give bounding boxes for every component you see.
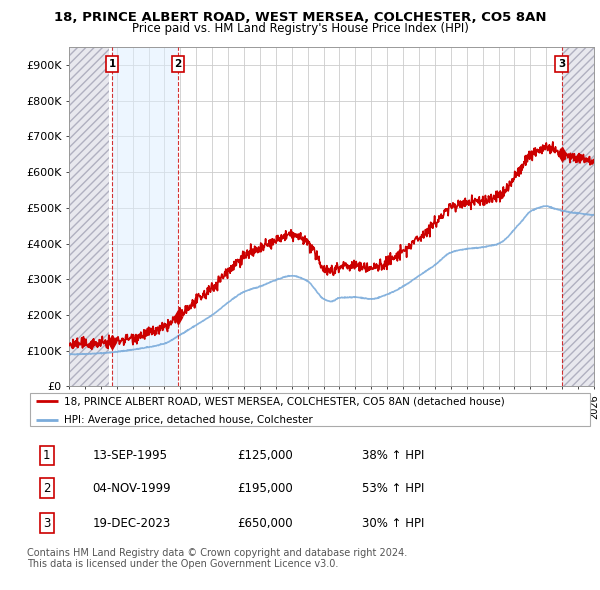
Bar (69, 47, 109, 386)
FancyBboxPatch shape (30, 393, 590, 426)
Text: 19-DEC-2023: 19-DEC-2023 (92, 517, 170, 530)
Text: Contains HM Land Registry data © Crown copyright and database right 2024.
This d: Contains HM Land Registry data © Crown c… (27, 548, 407, 569)
Text: 38% ↑ HPI: 38% ↑ HPI (362, 449, 424, 462)
Text: 18, PRINCE ALBERT ROAD, WEST MERSEA, COLCHESTER, CO5 8AN: 18, PRINCE ALBERT ROAD, WEST MERSEA, COL… (54, 11, 546, 24)
Bar (562, 47, 594, 386)
Text: 30% ↑ HPI: 30% ↑ HPI (362, 517, 424, 530)
Bar (69, 47, 109, 386)
Text: 3: 3 (43, 517, 50, 530)
Text: £650,000: £650,000 (237, 517, 292, 530)
Text: 53% ↑ HPI: 53% ↑ HPI (362, 481, 424, 495)
Text: £125,000: £125,000 (237, 449, 293, 462)
Bar (562, 47, 594, 386)
Text: 04-NOV-1999: 04-NOV-1999 (92, 481, 171, 495)
Bar (112, 47, 178, 386)
Text: 18, PRINCE ALBERT ROAD, WEST MERSEA, COLCHESTER, CO5 8AN (detached house): 18, PRINCE ALBERT ROAD, WEST MERSEA, COL… (64, 396, 505, 407)
Text: 13-SEP-1995: 13-SEP-1995 (92, 449, 167, 462)
Text: 1: 1 (43, 449, 50, 462)
Text: 3: 3 (558, 59, 565, 69)
Text: Price paid vs. HM Land Registry's House Price Index (HPI): Price paid vs. HM Land Registry's House … (131, 22, 469, 35)
Text: £195,000: £195,000 (237, 481, 293, 495)
Text: 2: 2 (43, 481, 50, 495)
Text: 2: 2 (174, 59, 181, 69)
Text: 1: 1 (109, 59, 116, 69)
Text: HPI: Average price, detached house, Colchester: HPI: Average price, detached house, Colc… (64, 415, 313, 425)
